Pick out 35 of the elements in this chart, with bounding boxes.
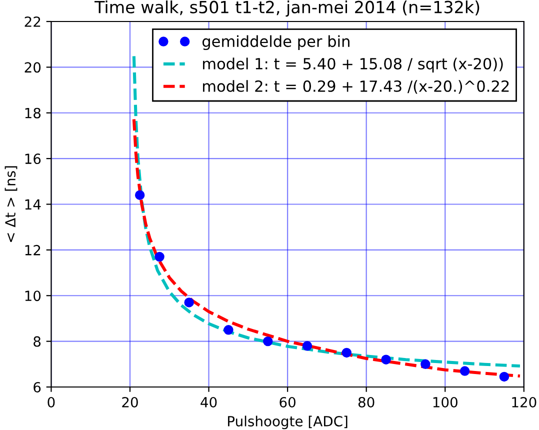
y-tick-label: 22 (24, 16, 40, 27)
x-tick-label: 0 (48, 396, 55, 408)
line-series (132, 54, 522, 368)
x-tick-label: 60 (280, 396, 296, 408)
legend-label: model 2: t = 0.29 + 17.43 /(x-20.)^0.22 (203, 80, 509, 94)
chart-title: Time walk, s501 t1-t2, jan-mei 2014 (n=132k) (94, 0, 480, 17)
point (420, 359, 430, 370)
legend-label: model 1: t = 5.40 + 15.08 / sqrt (x-20)) (203, 58, 503, 72)
y-tick-label: 8 (34, 336, 41, 347)
x-tick-label: 20 (122, 396, 138, 408)
point (302, 341, 312, 351)
line-series (132, 118, 522, 378)
legend-label: gemiddelde per bin (202, 35, 350, 50)
y-tick-label: 20 (24, 62, 41, 73)
x-tick-label: 80 (358, 396, 374, 408)
point (224, 325, 234, 335)
point (460, 366, 470, 376)
point (499, 372, 510, 382)
point (134, 190, 145, 200)
y-tick-label: 6 (34, 382, 41, 392)
y-tick-label: 16 (25, 154, 41, 164)
y-tick-label: 14 (25, 199, 41, 210)
point (263, 336, 273, 346)
x-tick-label: 120 (512, 396, 536, 408)
x-tick-label: 40 (200, 396, 217, 408)
y-axis-title: < Δt > [ns] (4, 166, 18, 242)
point (342, 348, 352, 358)
x-axis-title: Pulshoogte [ADC] (228, 416, 348, 430)
y-tick-label: 18 (25, 108, 41, 118)
point (184, 298, 194, 308)
point (154, 252, 164, 262)
y-tick-label: 10 (25, 290, 41, 302)
y-tick-label: 12 (25, 244, 40, 256)
x-tick-label: 100 (433, 396, 458, 408)
point (381, 354, 391, 364)
